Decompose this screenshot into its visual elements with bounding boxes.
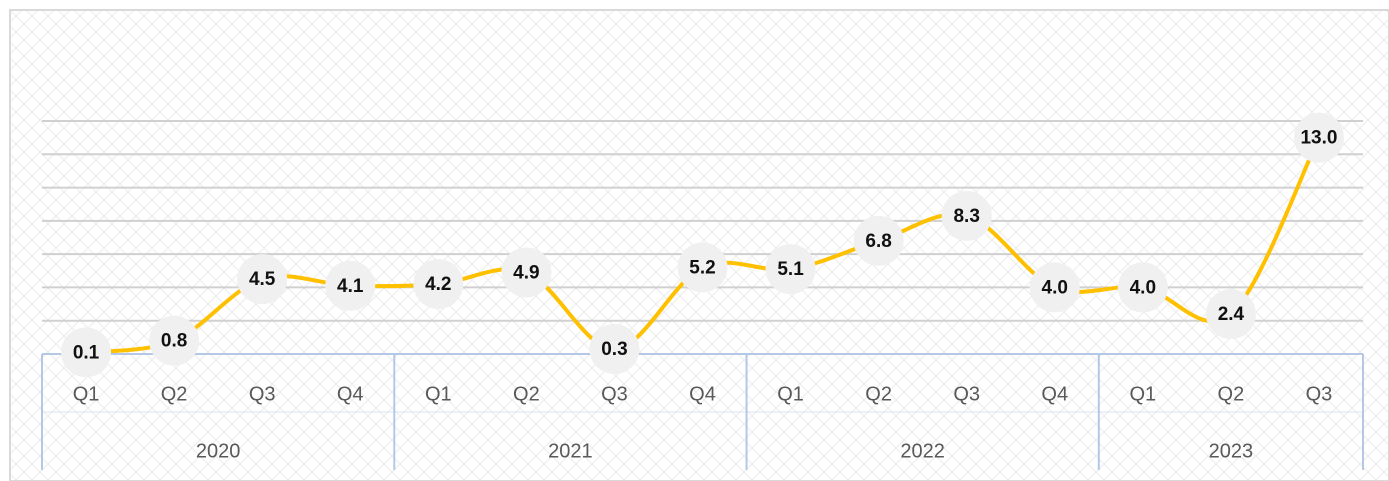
- x-tick-label: Q3: [953, 383, 980, 405]
- group-label: 2022: [900, 440, 945, 462]
- x-tick-label: Q4: [1041, 383, 1068, 405]
- x-tick-label: Q2: [865, 383, 892, 405]
- data-label: 4.5: [249, 269, 276, 290]
- x-tick-label: Q3: [601, 383, 628, 405]
- group-label: 2023: [1209, 440, 1254, 462]
- x-tick-label: Q1: [425, 383, 452, 405]
- x-tick-label: Q2: [513, 383, 540, 405]
- x-tick-label: Q2: [1218, 383, 1245, 405]
- group-label: 2020: [196, 440, 241, 462]
- data-label: 13.0: [1300, 128, 1337, 149]
- data-label: 5.2: [689, 257, 715, 278]
- data-label: 4.0: [1130, 277, 1156, 298]
- data-label: 4.1: [337, 276, 364, 297]
- data-label: 0.1: [73, 342, 100, 363]
- x-tick-label: Q3: [249, 383, 276, 405]
- data-label: 6.8: [865, 231, 891, 252]
- data-label: 4.2: [425, 274, 451, 295]
- data-label: 0.3: [601, 339, 627, 360]
- x-tick-label: Q1: [73, 383, 100, 405]
- data-label: 2.4: [1218, 304, 1245, 325]
- label-bubble: [1117, 262, 1168, 313]
- label-bubble: [1293, 112, 1344, 163]
- data-label: 8.3: [953, 206, 979, 227]
- data-label: 4.9: [513, 262, 539, 283]
- x-tick-label: Q4: [337, 383, 364, 405]
- x-tick-label: Q2: [161, 383, 188, 405]
- label-bubble: [765, 244, 816, 295]
- label-bubble: [237, 254, 288, 305]
- x-tick-label: Q4: [689, 383, 716, 405]
- label-bubble: [677, 242, 728, 293]
- data-label: 0.8: [161, 331, 187, 352]
- x-tick-label: Q3: [1306, 383, 1333, 405]
- label-bubble: [61, 327, 112, 378]
- label-bubble: [501, 247, 552, 298]
- label-bubble: [413, 259, 464, 310]
- data-label: 5.1: [777, 259, 804, 280]
- label-bubble: [325, 260, 376, 311]
- label-bubble: [589, 324, 640, 375]
- x-tick-label: Q1: [777, 383, 804, 405]
- label-bubble: [1029, 262, 1080, 313]
- label-bubble: [941, 190, 992, 241]
- x-tick-label: Q1: [1129, 383, 1156, 405]
- label-bubble: [149, 315, 200, 366]
- label-bubble: [853, 215, 904, 266]
- group-label: 2021: [548, 440, 593, 462]
- label-bubble: [1205, 289, 1256, 340]
- data-label: 4.0: [1042, 277, 1068, 298]
